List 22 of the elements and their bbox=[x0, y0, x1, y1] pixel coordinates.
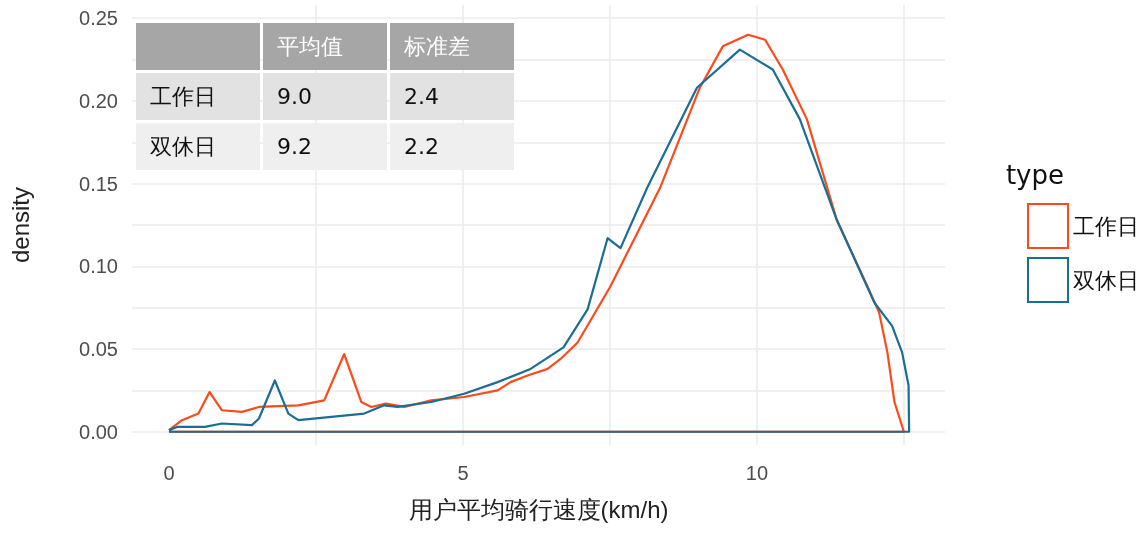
annotation: 平均值 bbox=[263, 23, 387, 70]
legend-label: 工作日 bbox=[1073, 213, 1139, 239]
annotation: 工作日 bbox=[136, 73, 260, 120]
annotation: 2.4 bbox=[390, 73, 514, 120]
y-tick-label: 0.15 bbox=[79, 172, 118, 195]
annotation: 9.2 bbox=[263, 123, 387, 170]
x-axis-title: 用户平均骑行速度(km/h) bbox=[408, 495, 669, 523]
y-tick-label: 0.00 bbox=[79, 420, 118, 443]
annotation: 标准差 bbox=[390, 23, 514, 70]
x-tick-label: 10 bbox=[745, 462, 769, 484]
annotation: 双休日 bbox=[136, 123, 260, 170]
y-axis-title: density bbox=[6, 186, 34, 264]
y-tick-label: 0.20 bbox=[79, 89, 118, 112]
legend-label: 双休日 bbox=[1073, 267, 1139, 293]
annotation: 9.0 bbox=[263, 73, 387, 120]
y-tick-label: 0.05 bbox=[79, 338, 118, 361]
y-tick-label: 0.10 bbox=[79, 255, 118, 278]
x-tick-label: 0 bbox=[163, 462, 175, 484]
y-tick-label: 0.25 bbox=[79, 7, 118, 30]
x-tick-label: 5 bbox=[457, 462, 469, 484]
annotation: 2.2 bbox=[390, 123, 514, 170]
legend-title: type bbox=[1005, 160, 1065, 190]
